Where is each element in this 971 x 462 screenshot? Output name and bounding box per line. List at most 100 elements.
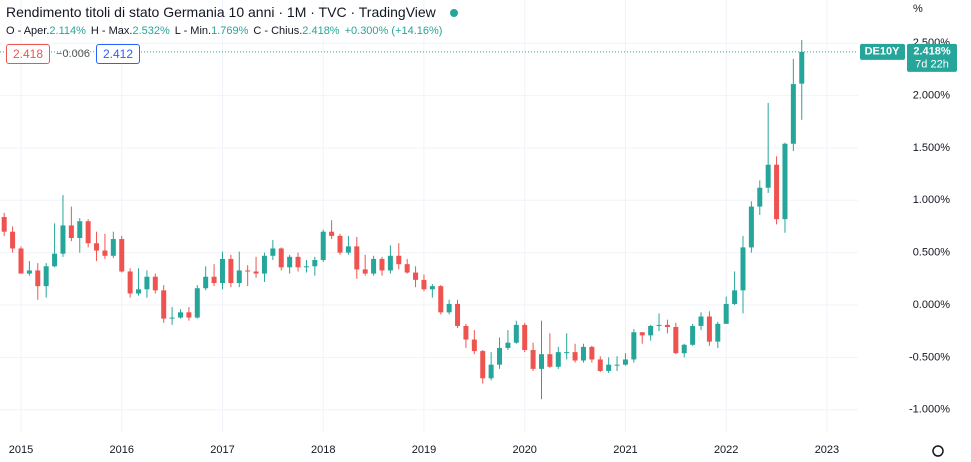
candle-body (631, 332, 637, 360)
candle-body (656, 324, 662, 326)
candle-body (530, 350, 536, 369)
candle-body (387, 255, 393, 271)
candle-body (169, 317, 175, 319)
candle-body (136, 289, 142, 294)
candle-body (480, 351, 486, 379)
candle-body (740, 247, 746, 291)
ohlc-label: H - Max. (90, 25, 133, 37)
candle-body (455, 303, 461, 326)
candle-body (119, 239, 125, 272)
x-tick-label: 2016 (109, 444, 133, 456)
x-tick-label: 2015 (9, 444, 33, 456)
candle-body (144, 276, 150, 290)
title: Rendimento titoli di stato Germania 10 a… (6, 4, 436, 20)
candle-body (723, 303, 729, 324)
candle-body (732, 290, 738, 304)
candle-body (303, 266, 309, 268)
candle-body (748, 206, 754, 248)
ohlc-value: 2.418% (302, 25, 340, 37)
ohlc-value: 1.769% (211, 25, 249, 37)
y-tick-label: 0.000% (913, 299, 951, 311)
candle-body (253, 271, 259, 274)
candle-body (446, 303, 452, 313)
candle-body (690, 325, 696, 345)
candle-body (295, 256, 301, 268)
candle-body (765, 164, 771, 188)
symbol-tag-bg (860, 43, 905, 60)
x-tick-label: 2017 (210, 444, 234, 456)
candle-body (379, 258, 385, 271)
candle-body (622, 359, 628, 365)
candle-body (597, 359, 603, 371)
candle-body (648, 325, 654, 336)
candle-body (278, 248, 284, 268)
x-tick-label: 2020 (512, 444, 536, 456)
ohlc-label: O - Aper. (6, 25, 50, 37)
candle-body (18, 248, 24, 274)
candle-body (681, 344, 687, 354)
candle-body (555, 352, 561, 367)
candle-body (203, 276, 209, 289)
candle-body (337, 235, 343, 253)
candle-body (60, 225, 66, 254)
candle-body (488, 364, 494, 379)
candle-body (26, 270, 32, 274)
ask[interactable]: 2.412 (95, 44, 141, 64)
ohlc-label: L - Min. (174, 25, 212, 37)
candle-body (85, 221, 91, 244)
candle-body (774, 164, 780, 220)
candle-body (706, 316, 712, 342)
countdown: 7d 22h (915, 59, 949, 71)
y-tick-label: 1.000% (913, 194, 951, 206)
status-dot (449, 9, 458, 17)
symbol-tag: DE10Y (865, 46, 901, 58)
grid (0, 0, 858, 432)
candle-body (94, 243, 100, 251)
candle-body (102, 250, 108, 256)
candle-body (236, 270, 242, 284)
candle-body (371, 258, 377, 274)
candle-body (799, 51, 805, 84)
candle-body (429, 286, 435, 290)
candle-body (52, 253, 58, 267)
candle-body (77, 221, 83, 238)
candle-body (522, 324, 528, 351)
candle-body (186, 312, 192, 318)
candle-body (312, 259, 318, 267)
candle-body (127, 271, 133, 294)
candle-body (497, 347, 503, 365)
candle-body (287, 256, 293, 268)
candle-body (606, 364, 612, 371)
candle-body (463, 325, 469, 340)
candle-body (757, 187, 763, 207)
quote-boxes: 2.418 −0.006 2.412 (6, 44, 458, 64)
candle-body (421, 279, 427, 290)
candle-body (639, 332, 645, 336)
ohlc-row: O - Aper.2.114% H - Max.2.532% L - Min.1.7… (6, 22, 458, 40)
x-tick-label: 2019 (412, 444, 436, 456)
y-tick-label: 0.500% (913, 247, 951, 259)
price-tag: 2.418% (913, 46, 951, 58)
candle-body (35, 270, 41, 287)
y-tick-label: 2.000% (913, 89, 951, 101)
candle-body (1, 217, 7, 232)
candle-body (177, 312, 183, 318)
candle-body (362, 269, 368, 274)
candle-body (219, 258, 225, 284)
candle-body (329, 231, 335, 236)
candle-body (404, 264, 410, 273)
header: Rendimento titoli di stato Germania 10 a… (6, 2, 458, 64)
candle-body (245, 270, 251, 272)
candle-body (345, 246, 351, 253)
candle-body (471, 339, 477, 352)
bid[interactable]: 2.418 (6, 44, 51, 64)
ohlc-value: 2.114% (49, 25, 86, 37)
settings-icon[interactable] (932, 445, 944, 457)
candle-body (320, 231, 326, 260)
candle-body (354, 246, 360, 270)
candle-body (110, 239, 116, 256)
candle-body (572, 352, 578, 361)
candle-body (580, 346, 586, 361)
y-tick-label: -0.500% (909, 351, 950, 363)
